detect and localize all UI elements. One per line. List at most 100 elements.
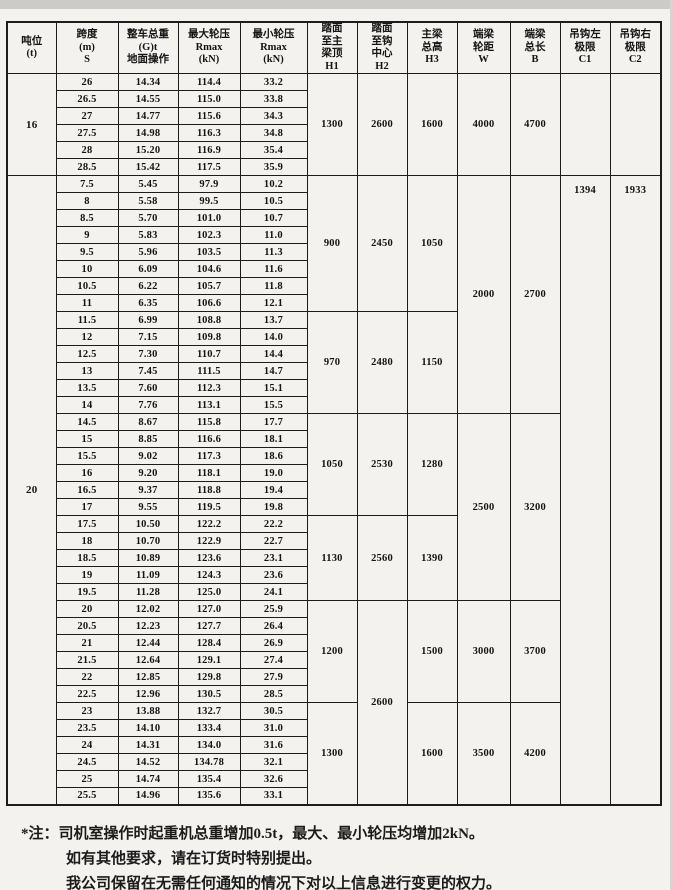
cell-rmax: 129.8: [177, 668, 241, 686]
cell-total-weight: 5.45: [117, 175, 179, 193]
cell-rmin: 26.4: [239, 617, 308, 635]
col-header-max-wheel: 最大轮压 Rmax (kN): [177, 21, 241, 74]
cell-h1: 1300: [306, 73, 358, 176]
cell-rmax: 116.6: [177, 430, 241, 448]
cell-rmin: 10.2: [239, 175, 308, 193]
cell-rmin: 32.1: [239, 753, 308, 771]
cell-rmax: 97.9: [177, 175, 241, 193]
footnotes: *注：司机室操作时起重机总重增加0.5t，最大、最小轮压均增加2kN。 如有其他…: [21, 822, 651, 890]
cell-total-weight: 12.02: [117, 600, 179, 618]
cell-rmax: 99.5: [177, 192, 241, 210]
cell-total-weight: 8.85: [117, 430, 179, 448]
cell-h2: 2530: [356, 413, 408, 516]
table-row: 9.5 5.96 103.5 11.3: [7, 243, 661, 261]
cell-total-weight: 14.52: [117, 753, 179, 771]
note-line-1: *注：司机室操作时起重机总重增加0.5t，最大、最小轮压均增加2kN。: [21, 826, 484, 842]
cell-span: 15: [55, 430, 119, 448]
cell-rmax: 118.8: [177, 481, 241, 499]
cell-c2: 1933: [609, 175, 662, 805]
cell-h1: 900: [306, 175, 358, 312]
cell-rmin: 19.4: [239, 481, 308, 499]
cell-span: 8.5: [55, 209, 119, 227]
cell-h1: 1200: [306, 600, 358, 703]
cell-span: 28: [55, 141, 119, 159]
cell-total-weight: 12.23: [117, 617, 179, 635]
cell-span: 14.5: [55, 413, 119, 431]
cell-total-weight: 9.55: [117, 498, 179, 516]
cell-rmax: 114.4: [177, 73, 241, 91]
cell-rmin: 33.1: [239, 787, 308, 805]
scan-edge-right: [670, 0, 673, 890]
cell-rmax: 110.7: [177, 345, 241, 363]
table-row: 22.5 12.96 130.5 28.5: [7, 685, 661, 703]
cell-total-weight: 14.31: [117, 736, 179, 754]
cell-w: 4000: [456, 73, 511, 176]
cell-total-weight: 7.15: [117, 328, 179, 346]
cell-rmin: 12.1: [239, 294, 308, 312]
cell-rmin: 35.4: [239, 141, 308, 159]
cell-rmax: 117.5: [177, 158, 241, 176]
table-row: 16 26 14.34 114.4 33.2 1300 2600 1600 4000 4700: [6, 73, 662, 176]
cell-rmax: 135.6: [177, 787, 241, 805]
cell-span: 17: [55, 498, 119, 516]
cell-w: 3000: [456, 600, 511, 703]
cell-rmin: 11.0: [239, 226, 308, 244]
cell-total-weight: 5.83: [117, 226, 179, 244]
cell-rmax: 102.3: [177, 226, 241, 244]
cell-h1: 1300: [306, 702, 358, 805]
col-header-h3: 主梁 总高 H3: [406, 21, 458, 74]
cell-rmax: 125.0: [177, 583, 241, 601]
cell-rmin: 18.6: [239, 447, 308, 465]
cell-span: 23: [55, 702, 119, 720]
cell-total-weight: 7.60: [117, 379, 179, 397]
cell-rmax: 122.9: [177, 532, 241, 550]
cell-rmin: 31.6: [239, 736, 308, 754]
cell-span: 19.5: [55, 583, 119, 601]
cell-rmax: 129.1: [177, 651, 241, 669]
col-header-h2: 踏面 至钩 中心 H2: [356, 21, 408, 74]
cell-rmax: 130.5: [177, 685, 241, 703]
cell-rmin: 22.2: [239, 515, 308, 533]
cell-total-weight: 6.09: [117, 260, 179, 278]
cell-rmax: 103.5: [177, 243, 241, 261]
cell-rmin: 11.3: [239, 243, 308, 261]
cell-total-weight: 5.58: [117, 192, 179, 210]
cell-rmin: 24.1: [239, 583, 308, 601]
cell-total-weight: 6.35: [117, 294, 179, 312]
cell-total-weight: 15.42: [117, 158, 179, 176]
cell-rmax: 134.78: [177, 753, 241, 771]
table-row: 16 9.20 118.1 19.0: [7, 464, 661, 482]
cell-rmax: 135.4: [177, 770, 241, 788]
cell-rmin: 11.6: [239, 260, 308, 278]
cell-rmin: 15.1: [239, 379, 308, 397]
cell-total-weight: 9.20: [117, 464, 179, 482]
cell-rmax: 109.8: [177, 328, 241, 346]
cell-span: 12.5: [55, 345, 119, 363]
cell-span: 9.5: [55, 243, 119, 261]
cell-total-weight: 7.45: [117, 362, 179, 380]
cell-rmin: 34.3: [239, 107, 308, 125]
col-header-c2: 吊钩右 极限 C2: [609, 21, 662, 74]
cell-rmax: 105.7: [177, 277, 241, 295]
cell-rmin: 19.0: [239, 464, 308, 482]
cell-total-weight: 9.37: [117, 481, 179, 499]
cell-rmin: 32.6: [239, 770, 308, 788]
cell-total-weight: 12.96: [117, 685, 179, 703]
table-row: 28.5 15.42 117.5 35.9: [7, 158, 661, 176]
cell-rmax: 115.0: [177, 90, 241, 108]
cell-span: 13.5: [55, 379, 119, 397]
cell-rmin: 11.8: [239, 277, 308, 295]
cell-span: 9: [55, 226, 119, 244]
cell-total-weight: 6.99: [117, 311, 179, 329]
cell-span: 27.5: [55, 124, 119, 142]
cell-tonnage: 16: [6, 73, 57, 176]
col-header-b: 端梁 总长 B: [509, 21, 561, 74]
cell-rmax: 127.0: [177, 600, 241, 618]
table-row: 15 8.85 116.6 18.1: [7, 430, 661, 448]
cell-w: 3500: [456, 702, 511, 805]
cell-total-weight: 10.70: [117, 532, 179, 550]
cell-rmax: 116.3: [177, 124, 241, 142]
cell-h3: 1150: [406, 311, 458, 414]
cell-h1: 970: [306, 311, 358, 414]
cell-total-weight: 14.96: [117, 787, 179, 805]
